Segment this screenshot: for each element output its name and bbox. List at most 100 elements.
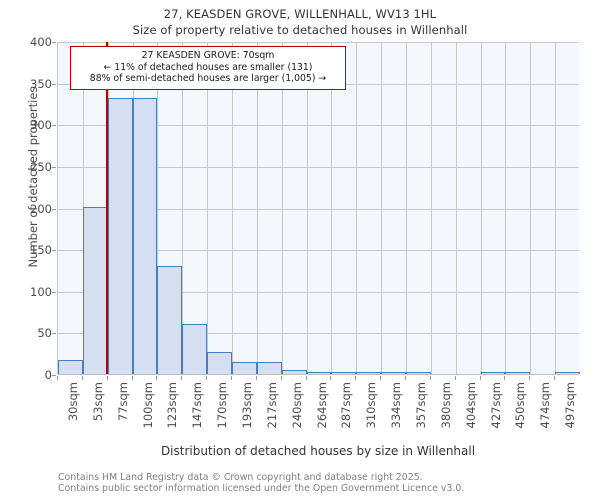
x-axis-tick-mark	[429, 376, 431, 380]
annotation-box: 27 KEASDEN GROVE: 70sqm ← 11% of detache…	[70, 46, 346, 90]
gridline-horizontal	[58, 250, 579, 252]
x-axis-tick-label: 357sqm	[414, 382, 428, 429]
x-axis-tick-mark	[131, 376, 133, 380]
x-axis-label: Distribution of detached houses by size …	[160, 444, 476, 458]
histogram-bar	[207, 352, 232, 374]
x-axis-tick-label: 30sqm	[66, 382, 80, 422]
gridline-horizontal	[58, 291, 579, 293]
gridline-horizontal	[58, 208, 579, 210]
x-axis-tick-mark	[280, 376, 282, 380]
x-axis-tick-label: 334sqm	[389, 382, 404, 429]
gridline-vertical	[530, 42, 532, 374]
x-axis-tick-label: 193sqm	[240, 382, 254, 429]
x-axis-tick-label: 287sqm	[339, 382, 354, 429]
footer-line-2: Contains public sector information licen…	[58, 483, 465, 494]
histogram-bar	[232, 361, 257, 374]
x-axis-tick-label: 217sqm	[264, 382, 279, 429]
y-axis-tick-label: 350	[30, 76, 52, 91]
gridline-vertical	[182, 42, 184, 374]
y-axis-tick-label: 0	[44, 368, 52, 382]
histogram-bar	[505, 372, 531, 374]
x-axis-tick-label: 170sqm	[215, 382, 230, 429]
x-axis-tick-mark	[81, 376, 83, 380]
y-axis-tick-mark	[52, 166, 56, 168]
x-axis-tick-mark	[380, 376, 382, 380]
y-axis: 0 50 100 150 200 250 300 350 400	[0, 35, 56, 382]
footer-line-1: Contains HM Land Registry data © Crown c…	[58, 472, 423, 483]
histogram-bar	[58, 359, 83, 374]
annotation-line-1: 27 KEASDEN GROVE: 70sqm	[141, 50, 275, 61]
gridline-vertical	[281, 42, 283, 374]
gridline-horizontal	[58, 333, 579, 335]
chart-subtitle: Size of property relative to detached ho…	[132, 23, 468, 37]
x-axis-tick-mark	[156, 376, 158, 380]
x-axis-tick-mark	[106, 376, 108, 380]
gridline-vertical	[331, 42, 333, 374]
y-axis-tick-label: 400	[30, 35, 52, 49]
annotation-line-2: ← 11% of detached houses are smaller (13…	[103, 61, 313, 73]
x-axis-tick-label: 404sqm	[463, 382, 478, 429]
y-axis-tick-mark	[52, 208, 56, 210]
histogram-bar	[132, 97, 158, 374]
histogram-bar	[356, 372, 382, 374]
y-axis-tick-label: 100	[30, 284, 52, 299]
y-axis-tick-mark	[52, 42, 56, 43]
x-axis-tick-mark	[305, 376, 307, 380]
x-axis-tick-mark	[57, 376, 58, 380]
y-axis-tick-mark	[52, 333, 56, 335]
x-axis-tick-mark	[330, 376, 332, 380]
chart-title-block: 27, KEASDEN GROVE, WILLENHALL, WV13 1HL …	[0, 6, 600, 39]
histogram-bar	[306, 372, 332, 374]
page-title: 27, KEASDEN GROVE, WILLENHALL, WV13 1HL	[163, 7, 437, 21]
gridline-vertical	[256, 42, 258, 374]
x-axis-tick-label: 310sqm	[364, 382, 379, 429]
histogram-bar	[406, 372, 431, 374]
x-axis-tick-mark	[529, 376, 531, 380]
gridline-vertical	[455, 42, 457, 374]
x-axis-tick-label: 53sqm	[90, 382, 105, 422]
gridline-vertical	[356, 42, 358, 374]
x-axis-tick-label: 123sqm	[165, 382, 180, 429]
x-axis-tick-label: 497sqm	[563, 382, 578, 429]
bars-layer	[58, 42, 580, 374]
x-axis-tick-mark	[504, 376, 506, 380]
y-axis-tick-label: 300	[30, 118, 52, 133]
histogram-bar	[256, 362, 282, 374]
histogram-bar	[381, 372, 406, 374]
x-axis-tick-mark	[355, 376, 357, 380]
gridline-vertical	[306, 42, 308, 374]
histogram-bar	[480, 372, 506, 374]
y-axis-tick-label: 250	[30, 159, 52, 174]
y-axis-tick-label: 150	[30, 243, 52, 258]
x-axis: 30sqm 53sqm 77sqm 100sqm 123sqm 147sqm 170sqm 1…	[57, 376, 579, 440]
plot-area	[57, 42, 580, 375]
x-axis-tick-mark	[231, 376, 232, 380]
x-axis-tick-mark	[454, 376, 456, 380]
x-axis-tick-label: 450sqm	[513, 382, 528, 429]
gridline-vertical	[381, 42, 383, 374]
y-axis-tick-mark	[52, 83, 56, 85]
x-axis-tick-label: 77sqm	[115, 382, 130, 422]
histogram-bar	[281, 369, 307, 374]
x-axis-tick-mark	[255, 376, 257, 380]
annotation-line-3: 88% of semi-detached houses are larger (…	[89, 73, 327, 84]
y-axis-tick-label: 200	[30, 201, 52, 216]
x-axis-tick-label: 264sqm	[314, 382, 329, 429]
gridline-vertical	[505, 42, 507, 374]
gridline-vertical	[480, 42, 482, 374]
y-axis-tick-mark	[52, 250, 56, 252]
histogram-bar	[331, 371, 357, 374]
x-axis-tick-label: 147sqm	[190, 382, 205, 429]
histogram-bar	[157, 265, 183, 374]
marker-layer	[58, 42, 579, 374]
histogram-bar	[82, 206, 108, 374]
histogram-bar	[555, 371, 580, 374]
gridline-horizontal	[58, 42, 579, 43]
gridline-horizontal	[58, 125, 579, 127]
x-axis-tick-label: 474sqm	[538, 382, 553, 429]
gridline-vertical	[232, 42, 233, 374]
x-axis-tick-mark	[206, 376, 208, 380]
x-axis-tick-mark	[405, 376, 406, 380]
gridline-horizontal	[58, 166, 579, 168]
y-axis-tick-mark	[52, 291, 56, 293]
